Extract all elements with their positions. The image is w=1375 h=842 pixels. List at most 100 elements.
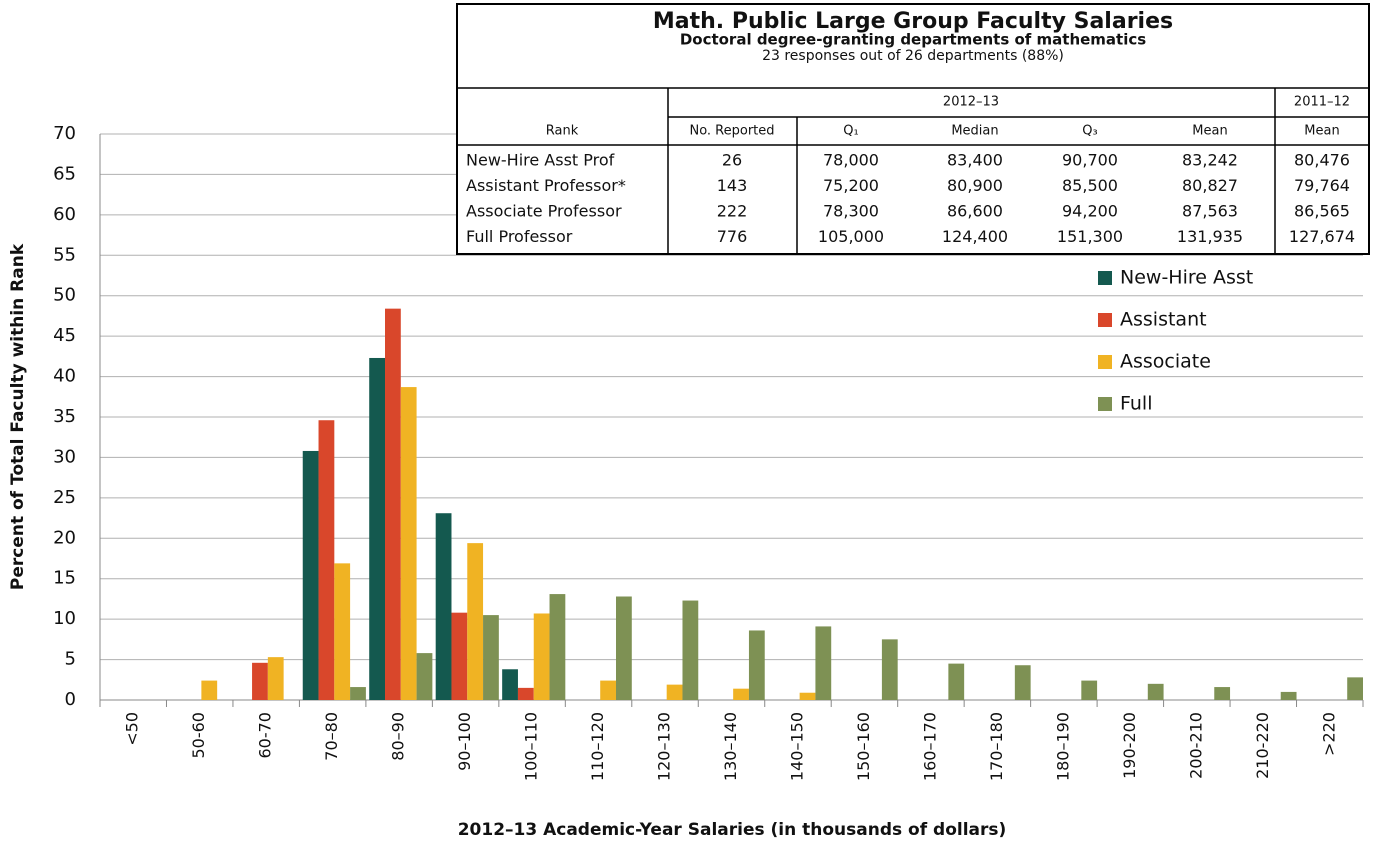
legend-swatch (1098, 355, 1112, 369)
table-cell: 90,700 (1062, 151, 1118, 170)
table-column-header: Q₁ (843, 124, 858, 139)
bar (483, 615, 499, 700)
x-tick-label: 160–170 (920, 712, 939, 781)
bar (1014, 665, 1031, 700)
x-tick-label: >220 (1319, 712, 1338, 756)
table-responses: 23 responses out of 26 departments (88%) (762, 48, 1064, 64)
x-tick-label: 90–100 (455, 712, 474, 771)
y-axis-label: Percent of Total Faculty within Rank (8, 243, 28, 590)
y-tick-label: 70 (53, 123, 76, 144)
y-tick-label: 50 (53, 285, 76, 306)
x-tick-label: <50 (123, 712, 142, 746)
bar (682, 600, 699, 700)
table-cell: 127,674 (1289, 227, 1355, 246)
x-tick-label: 170–180 (987, 712, 1006, 781)
bar (451, 612, 468, 700)
bar (502, 669, 518, 700)
table-cell: 83,400 (947, 151, 1003, 170)
bar (881, 639, 898, 700)
table-cell: 83,242 (1182, 151, 1238, 170)
table-column-header: Median (951, 124, 998, 139)
bar (267, 657, 284, 700)
table-cell: 78,300 (823, 202, 879, 221)
bar (467, 543, 484, 700)
table-cell: 79,764 (1294, 176, 1350, 195)
bar (948, 663, 965, 700)
table-group-header: 2011–12 (1294, 95, 1350, 110)
bar (400, 387, 417, 700)
table-cell: Assistant Professor* (466, 176, 626, 195)
bar (369, 357, 386, 700)
bar (799, 692, 816, 700)
table-title: Math. Public Large Group Faculty Salarie… (653, 9, 1173, 34)
bar (1081, 680, 1098, 700)
table-subtitle: Doctoral degree-granting departments of … (680, 31, 1146, 49)
table-cell: 776 (717, 227, 748, 246)
y-tick-label: 10 (53, 608, 76, 629)
x-tick-label: 120–130 (655, 712, 674, 781)
y-tick-label: 65 (53, 163, 76, 184)
legend-label: Full (1120, 393, 1153, 415)
table-cell: 124,400 (942, 227, 1008, 246)
x-tick-label: 150–160 (854, 712, 873, 781)
table-cell: 80,476 (1294, 151, 1350, 170)
table-column-header: Mean (1192, 124, 1227, 139)
x-tick-label: 70–80 (322, 712, 341, 761)
bar (666, 684, 683, 700)
x-tick-label: 210-220 (1253, 712, 1272, 779)
bar (318, 420, 335, 700)
y-tick-label: 30 (53, 446, 76, 467)
legend-swatch (1098, 271, 1112, 285)
x-tick-label: 190-200 (1120, 712, 1139, 779)
table-cell: 131,935 (1177, 227, 1243, 246)
bar (302, 450, 319, 700)
bar (350, 687, 366, 700)
bar (1214, 687, 1231, 700)
table-cell: 86,600 (947, 202, 1003, 221)
bar (435, 513, 452, 700)
table-cell: 26 (722, 151, 742, 170)
table-cell: 87,563 (1182, 202, 1238, 221)
table-cell: 143 (717, 176, 748, 195)
table-cell: 78,000 (823, 151, 879, 170)
bar (201, 680, 218, 700)
table-column-header: Mean (1304, 124, 1339, 139)
bar (334, 563, 351, 700)
table-cell: 94,200 (1062, 202, 1118, 221)
y-tick-label: 15 (53, 568, 76, 589)
bar (815, 626, 832, 700)
table-cell: 85,500 (1062, 176, 1118, 195)
table-box (456, 3, 1370, 255)
bar (600, 680, 617, 700)
bar (549, 594, 566, 700)
y-tick-label: 25 (53, 487, 76, 508)
table-cell: 75,200 (823, 176, 879, 195)
x-tick-label: 60-70 (256, 712, 275, 759)
table-column-header: No. Reported (689, 124, 774, 139)
x-tick-label: 50-60 (189, 712, 208, 759)
y-tick-label: 60 (53, 204, 76, 225)
y-tick-label: 0 (65, 689, 76, 710)
legend-swatch (1098, 313, 1112, 327)
bar (385, 308, 401, 700)
table-cell: 222 (717, 202, 748, 221)
table-cell: 80,900 (947, 176, 1003, 195)
table-cell: 80,827 (1182, 176, 1238, 195)
y-tick-label: 20 (53, 527, 76, 548)
legend-label: New-Hire Asst (1120, 267, 1253, 289)
y-tick-label: 55 (53, 244, 76, 265)
bar (1147, 683, 1164, 700)
table-cell: New-Hire Asst Prof (466, 151, 615, 170)
x-tick-label: 80–90 (389, 712, 408, 761)
bar (616, 596, 632, 700)
x-tick-label: 100–110 (522, 712, 541, 781)
x-tick-label: 110–120 (588, 712, 607, 781)
table-column-header: Q₃ (1082, 124, 1097, 139)
y-tick-label: 40 (53, 366, 76, 387)
table-cell: 86,565 (1294, 202, 1350, 221)
bar (748, 630, 765, 700)
table-group-header: 2012–13 (943, 95, 999, 110)
bar (252, 662, 268, 700)
bar (1280, 691, 1297, 700)
